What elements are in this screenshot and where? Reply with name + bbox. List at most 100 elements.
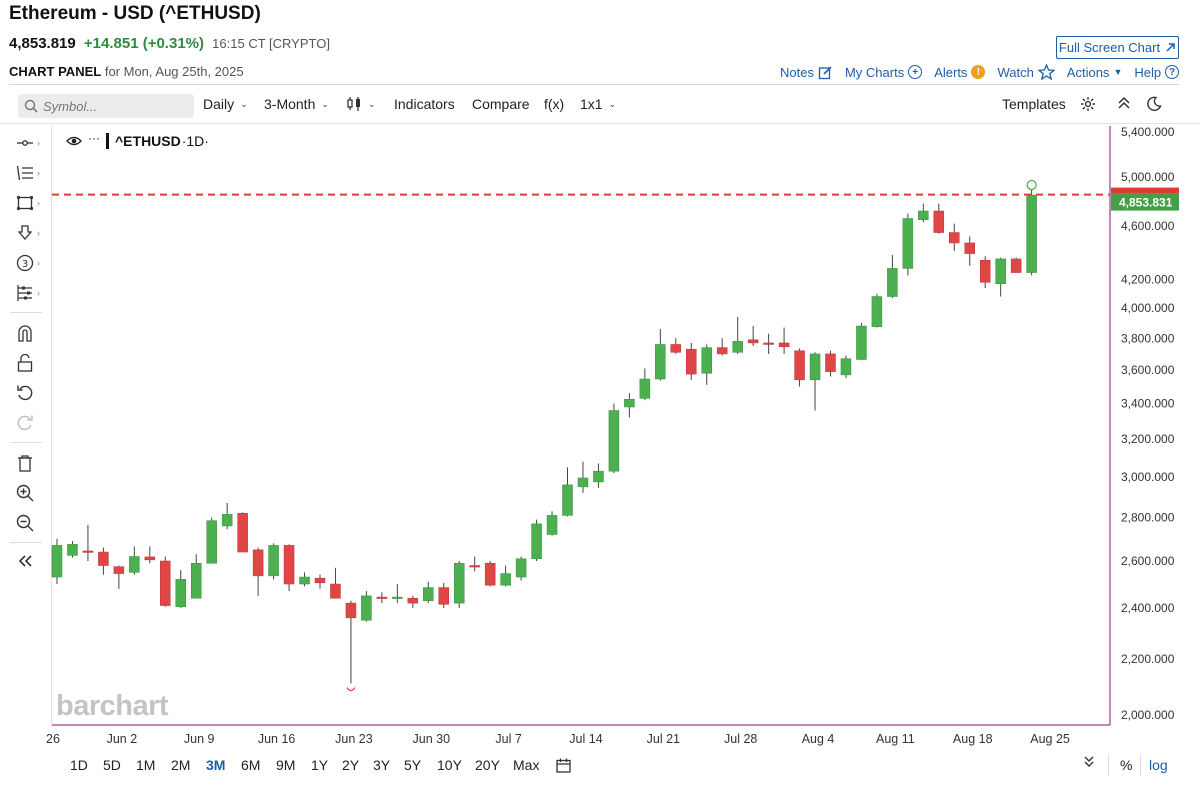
candle-body[interactable] bbox=[376, 596, 388, 599]
candle-body[interactable] bbox=[577, 477, 589, 488]
range-max-button[interactable]: Max bbox=[513, 757, 540, 773]
range-3m-button[interactable]: 3M bbox=[206, 757, 226, 773]
notes-link[interactable]: Notes bbox=[780, 65, 833, 80]
range-6m-button[interactable]: 6M bbox=[241, 757, 261, 773]
range-1m-button[interactable]: 1M bbox=[136, 757, 156, 773]
candle-body[interactable] bbox=[778, 342, 790, 348]
candle-body[interactable] bbox=[670, 344, 682, 353]
magnet-tool[interactable] bbox=[16, 322, 46, 344]
zoom-in-button[interactable] bbox=[16, 482, 46, 504]
candle-body[interactable] bbox=[144, 556, 156, 561]
collapse-sidebar-button[interactable] bbox=[16, 550, 46, 572]
arrow-tool[interactable]: › bbox=[16, 222, 46, 244]
candle-body[interactable] bbox=[531, 523, 542, 559]
candle-body[interactable] bbox=[82, 550, 94, 553]
range-2m-button[interactable]: 2M bbox=[171, 757, 191, 773]
price-chart[interactable]: 2,000.000 2,200.000 2,400.000 2,600.000 2,80… bbox=[0, 120, 1200, 752]
candle-body[interactable] bbox=[438, 587, 449, 605]
candle-body[interactable] bbox=[747, 339, 759, 344]
candle-body[interactable] bbox=[314, 577, 326, 584]
candle-body[interactable] bbox=[175, 579, 187, 608]
candle-body[interactable] bbox=[515, 558, 527, 578]
candle-body[interactable] bbox=[392, 596, 403, 599]
redo-button[interactable] bbox=[16, 412, 46, 434]
theme-toggle[interactable] bbox=[1146, 96, 1162, 112]
help-link[interactable]: Help ? bbox=[1134, 65, 1180, 80]
candle-body[interactable] bbox=[716, 347, 728, 355]
candle-body[interactable] bbox=[979, 260, 991, 283]
alerts-link[interactable]: Alerts ! bbox=[934, 65, 986, 80]
candle-body[interactable] bbox=[918, 210, 929, 221]
measure-tool[interactable]: › bbox=[16, 282, 46, 304]
candle-body[interactable] bbox=[593, 470, 604, 483]
candle-body[interactable] bbox=[361, 595, 372, 621]
candle-body[interactable] bbox=[871, 296, 883, 328]
candle-body[interactable] bbox=[299, 576, 310, 585]
candle-body[interactable] bbox=[639, 378, 651, 399]
candle-body[interactable] bbox=[1026, 194, 1037, 273]
candle-body[interactable] bbox=[268, 545, 279, 577]
candle-body[interactable] bbox=[949, 232, 960, 244]
last-price-tag[interactable] bbox=[1111, 193, 1179, 211]
candle-body[interactable] bbox=[160, 560, 171, 606]
candle-body[interactable] bbox=[732, 341, 743, 353]
delete-button[interactable] bbox=[16, 452, 46, 474]
range-1y-button[interactable]: 1Y bbox=[311, 757, 329, 773]
range-2y-button[interactable]: 2Y bbox=[342, 757, 360, 773]
candle-body[interactable] bbox=[283, 545, 295, 585]
candle-body[interactable] bbox=[67, 544, 78, 556]
candle-body[interactable] bbox=[98, 551, 109, 566]
candle-body[interactable] bbox=[345, 602, 357, 619]
range-20y-button[interactable]: 20Y bbox=[475, 757, 500, 773]
candle-body[interactable] bbox=[469, 565, 480, 568]
expand-panel-button[interactable] bbox=[1083, 755, 1095, 772]
candle-body[interactable] bbox=[825, 353, 836, 372]
range-3y-button[interactable]: 3Y bbox=[373, 757, 391, 773]
candle-body[interactable] bbox=[252, 549, 264, 577]
candle-body[interactable] bbox=[608, 410, 620, 472]
candle-body[interactable] bbox=[624, 398, 635, 408]
interval-dropdown[interactable]: Daily ⌄ bbox=[203, 96, 248, 112]
candle-body[interactable] bbox=[113, 566, 125, 574]
candle-body[interactable] bbox=[809, 353, 821, 381]
counter-tool[interactable]: 3 › bbox=[16, 252, 46, 274]
candle-body[interactable] bbox=[686, 348, 697, 375]
candle-body[interactable] bbox=[763, 342, 774, 345]
candle-body[interactable] bbox=[407, 598, 419, 604]
candle-body[interactable] bbox=[221, 514, 233, 527]
candle-body[interactable] bbox=[964, 242, 975, 254]
candle-body[interactable] bbox=[546, 515, 558, 535]
candle-body[interactable] bbox=[190, 563, 202, 599]
candle-body[interactable] bbox=[1010, 258, 1022, 273]
fx-button[interactable]: f(x) bbox=[544, 96, 564, 112]
percent-scale-button[interactable]: % bbox=[1120, 757, 1133, 773]
range-10y-button[interactable]: 10Y bbox=[437, 757, 462, 773]
candle-body[interactable] bbox=[995, 258, 1006, 284]
settings-button[interactable] bbox=[1080, 96, 1096, 112]
candle-body[interactable] bbox=[129, 556, 140, 573]
candle-body[interactable] bbox=[856, 325, 867, 360]
candle-body[interactable] bbox=[423, 587, 434, 601]
candle-body[interactable] bbox=[887, 268, 898, 297]
shape-tool[interactable]: › bbox=[16, 192, 46, 214]
period-dropdown[interactable]: 3-Month ⌄ bbox=[264, 96, 329, 112]
undo-button[interactable] bbox=[16, 382, 46, 404]
legend-more-icon[interactable]: ··· bbox=[88, 131, 100, 145]
candle-body[interactable] bbox=[655, 344, 666, 380]
candle-body[interactable] bbox=[51, 545, 63, 578]
eye-icon[interactable] bbox=[66, 135, 82, 147]
candle-body[interactable] bbox=[562, 484, 573, 516]
symbol-search[interactable] bbox=[18, 94, 194, 118]
candle-body[interactable] bbox=[794, 350, 805, 381]
candle-body[interactable] bbox=[484, 563, 496, 586]
candle-body[interactable] bbox=[237, 513, 248, 553]
candle-body[interactable] bbox=[840, 358, 852, 376]
zoom-out-button[interactable] bbox=[16, 512, 46, 534]
actions-menu[interactable]: Actions ▼ bbox=[1067, 65, 1123, 80]
templates-button[interactable]: Templates bbox=[1002, 96, 1066, 112]
candle-body[interactable] bbox=[330, 583, 341, 599]
fib-tool[interactable]: › bbox=[16, 162, 46, 184]
lock-tool[interactable] bbox=[16, 352, 46, 374]
candle-body[interactable] bbox=[902, 218, 914, 269]
indicators-button[interactable]: Indicators bbox=[394, 96, 455, 112]
